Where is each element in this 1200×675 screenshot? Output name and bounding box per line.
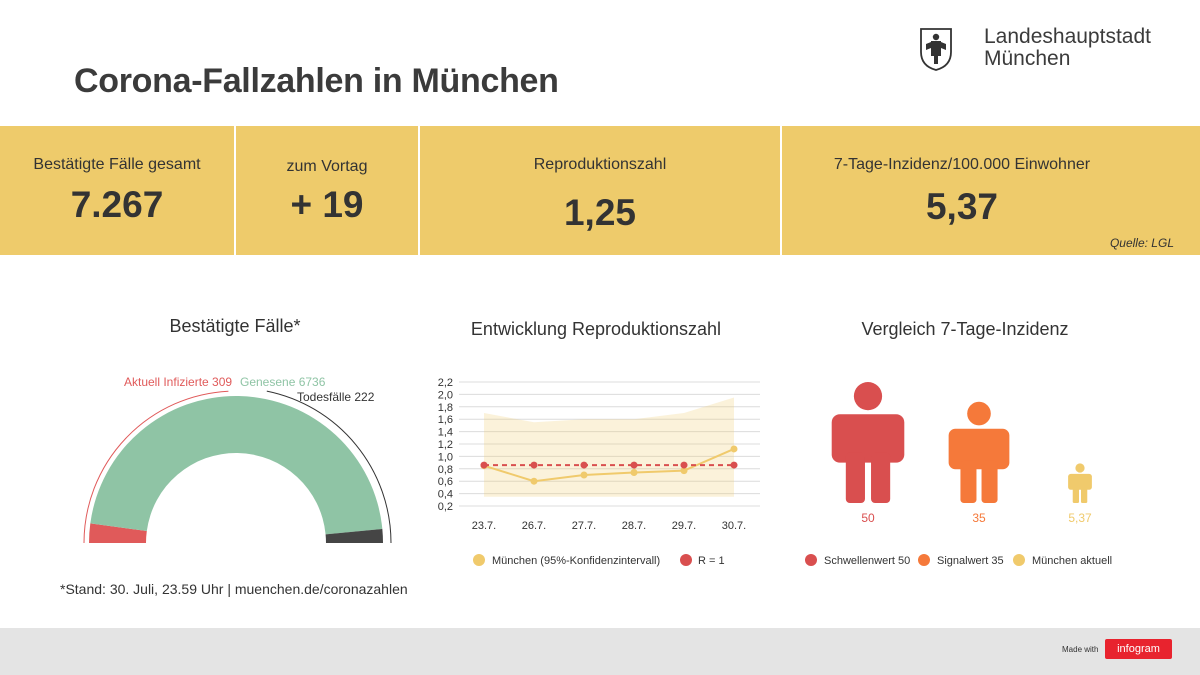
data-point-munich[interactable] [580, 471, 588, 479]
data-point-munich[interactable] [630, 469, 638, 477]
data-point-munich[interactable] [530, 477, 538, 485]
legend-swatch [805, 554, 817, 566]
kpi-incidence: 7-Tage-Inzidenz/100.000 Einwohner 5,37 [782, 126, 1142, 255]
logo-line-2: München [984, 47, 1071, 70]
legend-swatch-r1 [680, 554, 692, 566]
kpi-prev-value: + 19 [290, 184, 364, 225]
pictogram-value-label: 5,37 [1068, 511, 1092, 525]
legend-label-munich: München (95%-Konfidenzintervall) [492, 555, 660, 567]
kpi-r-label: Reproduktionszahl [533, 156, 667, 173]
donut-label-infected: Aktuell Infizierte 309 [124, 375, 232, 389]
kpi-prev-label: zum Vortag [286, 158, 368, 175]
x-tick-label: 27.7. [572, 520, 596, 532]
y-tick-label: 1,6 [438, 414, 453, 426]
confidence-band [484, 397, 734, 497]
cases-chart-title: Bestätigte Fälle* [169, 316, 301, 336]
data-point-r1[interactable] [480, 461, 488, 469]
r-line-chart: 0,20,40,60,81,01,21,41,61,82,02,2 23.7. 26… [438, 377, 760, 567]
x-tick-label: 30.7. [722, 520, 746, 532]
kpi-reproduction: Reproduktionszahl 1,25 [420, 126, 780, 255]
data-point-r1[interactable] [680, 461, 688, 469]
donut-label-recovered: Genesene 6736 [240, 375, 326, 389]
donut-slice [325, 528, 383, 543]
data-point-munich[interactable] [680, 467, 688, 475]
pictogram-value-label: 35 [972, 511, 986, 525]
y-tick-label: 0,4 [438, 489, 453, 501]
y-tick-label: 1,0 [438, 451, 453, 463]
kpi-divider [418, 126, 420, 255]
footnote: *Stand: 30. Juli, 23.59 Uhr | muenchen.d… [60, 581, 408, 597]
infogram-badge[interactable]: infogram [1105, 639, 1172, 659]
donut-label-deaths: Todesfälle 222 [297, 390, 375, 404]
kpi-incidence-value: 5,37 [925, 186, 998, 227]
legend-label: Signalwert 35 [937, 555, 1004, 567]
data-point-munich[interactable] [730, 445, 738, 453]
legend-swatch [918, 554, 930, 566]
donut-outline-deaths [266, 390, 392, 544]
kpi-r-value: 1,25 [563, 192, 636, 233]
made-with-text: Made with [1062, 645, 1099, 654]
y-tick-label: 1,4 [438, 427, 453, 439]
legend-label-r1: R = 1 [698, 555, 725, 567]
r-chart-title: Entwicklung Reproduktionszahl [470, 319, 722, 339]
footer: Made with infogram [0, 628, 1200, 675]
kpi-band: Bestätigte Fälle gesamt 7.267 zum Vortag… [0, 126, 1200, 255]
y-tick-label: 0,8 [438, 464, 453, 476]
incidence-chart-title: Vergleich 7-Tage-Inzidenz [861, 319, 1069, 339]
donut-slice [89, 523, 147, 543]
pictogram-value-label: 50 [861, 511, 875, 525]
x-tick-label: 28.7. [622, 520, 646, 532]
data-point-r1[interactable] [630, 461, 638, 469]
y-tick-label: 0,2 [438, 501, 453, 513]
y-tick-label: 1,8 [438, 402, 453, 414]
logo-line-1: Landeshauptstadt [984, 25, 1151, 48]
kpi-source: Quelle: LGL [1109, 236, 1174, 250]
legend-label: Schwellenwert 50 [824, 555, 910, 567]
data-point-r1[interactable] [730, 461, 738, 469]
legend-swatch [1013, 554, 1025, 566]
person-icon [831, 382, 905, 503]
kpi-total-cases: Bestätigte Fälle gesamt 7.267 [0, 126, 234, 255]
y-tick-label: 1,2 [438, 439, 453, 451]
kpi-divider [780, 126, 782, 255]
kpi-incidence-label: 7-Tage-Inzidenz/100.000 Einwohner [833, 156, 1091, 173]
x-tick-label: 23.7. [472, 520, 496, 532]
y-tick-label: 0,6 [438, 476, 453, 488]
kpi-previous-day: zum Vortag + 19 [236, 126, 418, 255]
donut-slice [90, 396, 383, 535]
x-tick-label: 29.7. [672, 520, 696, 532]
kpi-total-label: Bestätigte Fälle gesamt [33, 156, 201, 173]
y-tick-label: 2,0 [438, 389, 453, 401]
series-line-munich [483, 448, 735, 483]
legend-swatch-munich [473, 554, 485, 566]
munich-coat-of-arms-icon [920, 28, 952, 71]
kpi-divider [234, 126, 236, 255]
cases-semi-donut: Aktuell Infizierte 309 Genesene 6736Todes… [83, 375, 392, 544]
data-point-r1[interactable] [530, 461, 538, 469]
kpi-total-value: 7.267 [70, 184, 164, 225]
x-tick-label: 26.7. [522, 520, 546, 532]
city-logo: Landeshauptstadt München [918, 26, 1188, 76]
y-tick-label: 2,2 [438, 377, 453, 389]
page-title: Corona-Fallzahlen in München [74, 62, 559, 100]
person-icon [948, 401, 1010, 503]
incidence-pictogram: 50 35 5,37 Schwellenwert 50 Signalwert 35 Mün… [805, 382, 1112, 567]
data-point-r1[interactable] [580, 461, 588, 469]
legend-label: München aktuell [1032, 555, 1112, 567]
person-icon [1068, 463, 1092, 503]
donut-outline-infected [83, 390, 229, 544]
